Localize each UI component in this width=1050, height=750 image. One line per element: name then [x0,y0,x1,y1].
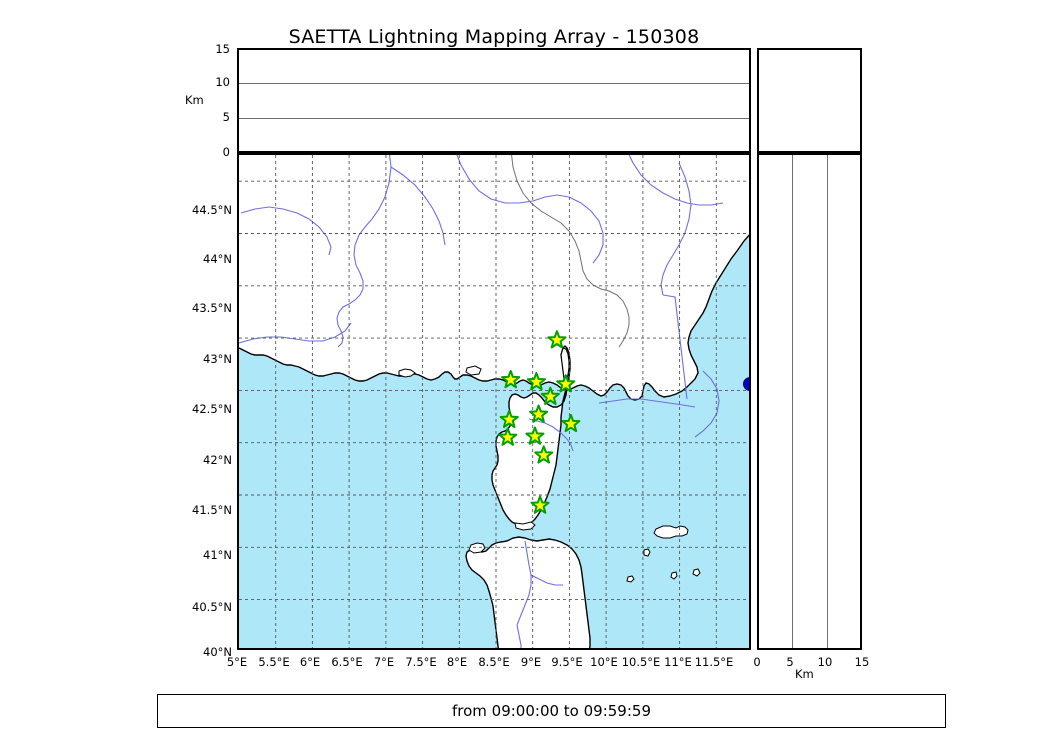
coastline-asinara [468,542,486,554]
distance-gridline-5 [792,155,793,648]
coastline-cap-detail [465,365,482,376]
lat-tick-41.5: 41.5°N [192,503,232,517]
altitude-time-panel[interactable] [237,48,751,153]
river-durance [390,166,446,246]
map-panel[interactable] [237,153,751,650]
river-arno [662,294,688,400]
altitude-distance-panel[interactable] [757,48,862,153]
lon-tick-8.5: 8.5°E [478,655,510,669]
page-title: SAETTA Lightning Mapping Array - 150308 [288,26,700,48]
distance-gridline-10 [827,155,828,648]
lma-station-marker[interactable] [530,495,550,514]
altitude-tick-0: 0 [222,145,230,159]
river-tributary-west [240,206,332,256]
distance-tick-15: 15 [854,655,870,669]
lma-station-marker[interactable] [529,404,549,423]
lon-tick-10.5: 10.5°E [621,655,661,669]
altitude-tick-5: 5 [222,110,230,124]
island-capraia [643,548,651,557]
coastline-sardinia [465,536,591,648]
lon-tick-9.5: 9.5°E [551,655,583,669]
river-sardinia-3 [516,624,522,648]
distance-altitude-panel[interactable] [757,153,862,650]
river-po-lower [568,196,604,264]
lon-tick-8: 8°E [446,655,468,669]
coastline-bonifacio [514,521,536,531]
lma-station-marker[interactable] [526,372,546,391]
lat-tick-42: 42°N [203,453,232,467]
lon-tick-11: 11°E [664,655,692,669]
lon-tick-7: 7°E [373,655,395,669]
lon-tick-11.5: 11.5°E [694,655,734,669]
lma-station-marker[interactable] [525,426,545,445]
lma-station-marker[interactable] [556,374,576,393]
lma-station-layer [498,330,581,514]
lma-station-marker[interactable] [540,386,560,405]
lon-tick-6: 6°E [299,655,321,669]
distance-tick-10: 10 [817,655,833,669]
lon-tick-6.5: 6.5°E [331,655,363,669]
landmass-layer [239,155,749,648]
coastline-riviera-detail [398,368,416,378]
vhf-source-marker[interactable] [743,377,749,392]
lat-tick-43.5: 43.5°N [192,301,232,315]
island-pianosa [626,575,635,583]
distance-tick-5: 5 [786,655,794,669]
river-layer [239,155,724,648]
lma-station-marker[interactable] [547,330,567,349]
altitude-tick-10: 10 [215,75,230,89]
river-italian-north [628,155,724,206]
lma-station-marker[interactable] [561,413,581,433]
lma-station-marker[interactable] [501,369,521,389]
river-po-upper [456,155,570,204]
river-tiber [694,370,720,438]
island-giglio [692,568,701,577]
lon-tick-10: 10°E [590,655,618,669]
lon-tick-5.5: 5.5°E [258,655,290,669]
lat-tick-43: 43°N [203,352,232,366]
altitude-axis-label: Km [185,93,204,107]
graticule-layer [239,155,749,648]
lat-tick-44.5: 44.5°N [192,203,232,217]
lat-tick-44: 44°N [203,252,232,266]
coastline-mainland-europe [239,155,749,401]
border-layer [511,155,630,348]
river-corsica-golo [528,418,574,452]
river-sardinia-1 [516,540,532,626]
lat-tick-42.5: 42.5°N [192,402,232,416]
map-graphics [239,155,749,648]
river-arno-main [598,398,696,408]
lat-tick-41: 41°N [203,548,232,562]
river-rhone [336,155,392,348]
lon-tick-9: 9°E [520,655,542,669]
distance-axis-label: Km [795,667,814,681]
lma-station-marker[interactable] [499,409,519,428]
island-elba [653,525,689,539]
island-montecristo [670,571,678,580]
river-italian-east [660,162,692,296]
altitude-gridline-5 [239,118,749,119]
lma-station-marker[interactable] [498,427,518,446]
distance-tick-0: 0 [753,655,761,669]
time-range-bar[interactable]: from 09:00:00 to 09:59:59 [157,694,946,728]
border-france-italy [511,155,630,348]
lon-tick-5: 5°E [226,655,248,669]
lat-tick-40: 40°N [203,645,232,659]
river-sardinia-2 [530,574,563,586]
altitude-gridline-10 [239,83,749,84]
lat-tick-40.5: 40.5°N [192,600,232,614]
lon-tick-7.5: 7.5°E [405,655,437,669]
time-range-text: from 09:00:00 to 09:59:59 [451,702,651,720]
lma-station-marker[interactable] [534,445,554,464]
altitude-tick-15: 15 [215,42,230,56]
